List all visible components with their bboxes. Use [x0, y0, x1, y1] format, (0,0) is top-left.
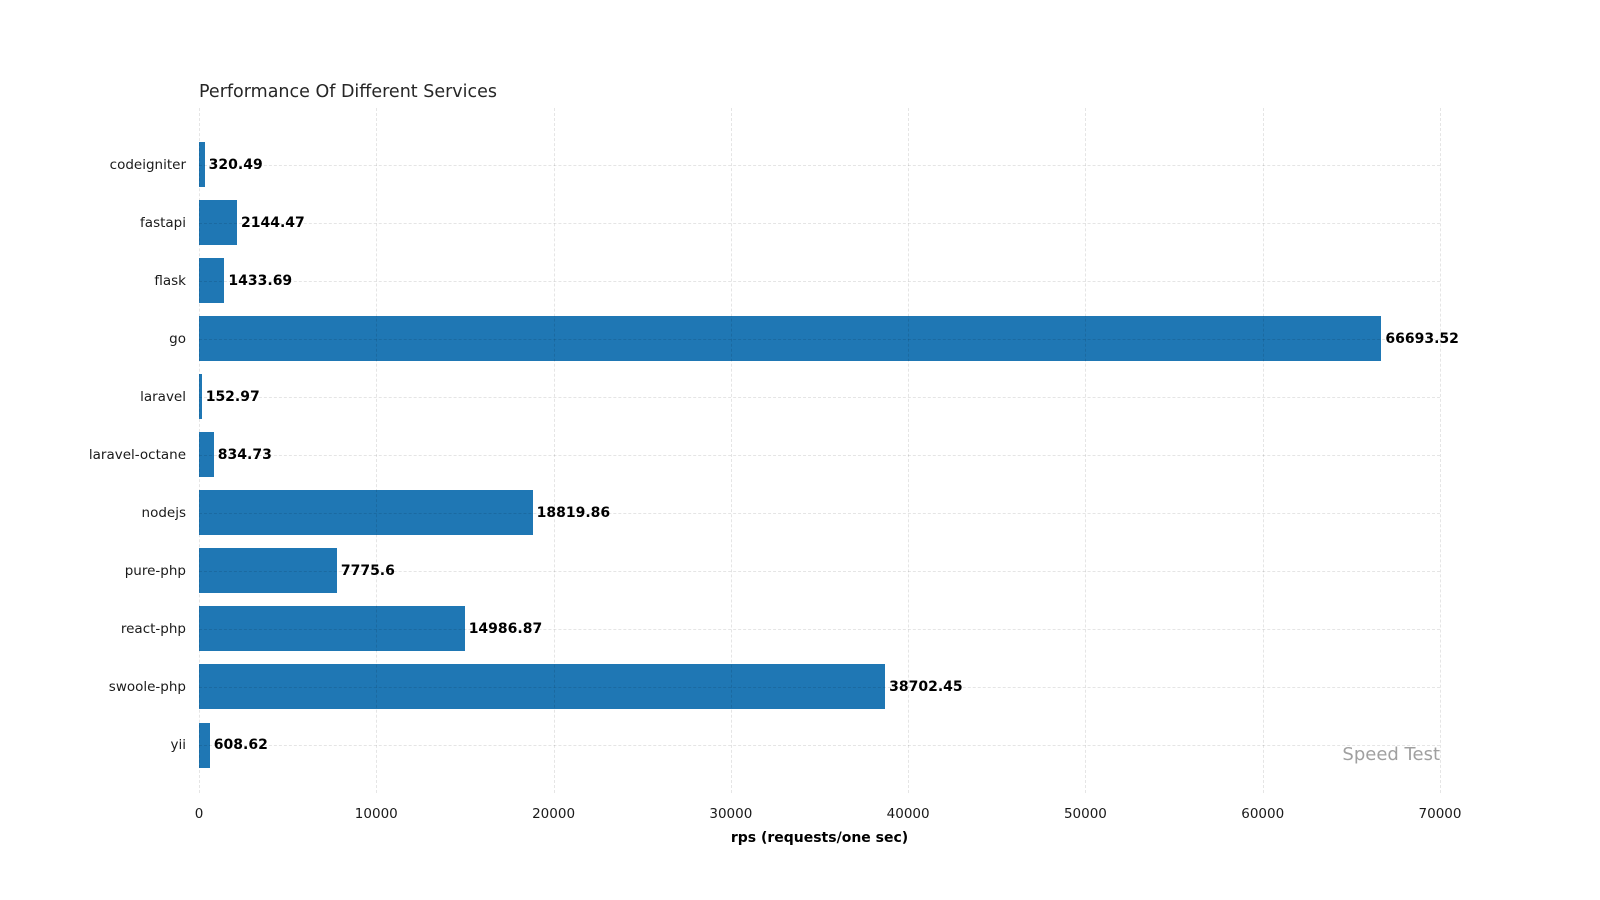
value-label-nodejs: 18819.86	[536, 504, 611, 521]
bar-codeigniter	[199, 142, 205, 187]
y-label-swoole-php: swoole-php	[108, 678, 186, 695]
bar-swoole-php	[199, 664, 886, 710]
gridline-h-go	[199, 338, 1440, 340]
gridline-h-nodejs	[199, 512, 1440, 514]
gridline-h-pure-php	[199, 570, 1440, 572]
bar-nodejs	[199, 490, 533, 536]
gridline-v-30000	[730, 108, 732, 793]
gridline-v-60000	[1262, 108, 1264, 793]
value-label-flask: 1433.69	[228, 272, 293, 289]
chart-title: Performance Of Different Services	[199, 82, 498, 102]
y-label-laravel: laravel	[140, 388, 186, 405]
value-label-react-php: 14986.87	[468, 620, 543, 637]
x-tick-40000: 40000	[886, 806, 930, 822]
y-label-codeigniter: codeigniter	[109, 156, 186, 173]
bar-react-php	[199, 606, 465, 652]
y-label-yii: yii	[170, 737, 187, 753]
plot-area: 320.49 2144.47 1433.69 66693.52 152.97 834.73…	[199, 108, 1459, 793]
value-label-yii: 608.62	[213, 737, 268, 753]
y-label-react-php: react-php	[120, 620, 186, 637]
gridline-v-0	[199, 108, 200, 793]
value-label-go: 66693.52	[1385, 330, 1459, 347]
gridline-h-laravel	[199, 396, 1440, 398]
value-label-pure-php: 7775.6	[340, 562, 395, 579]
gridline-v-10000	[376, 108, 378, 793]
x-tick-30000: 30000	[709, 806, 753, 822]
bar-pure-php	[199, 548, 337, 594]
x-tick-0: 0	[194, 806, 204, 822]
x-tick-10000: 10000	[354, 806, 398, 822]
value-label-fastapi: 2144.47	[241, 214, 305, 231]
y-label-go: go	[169, 330, 186, 347]
y-label-flask: flask	[154, 272, 186, 289]
gridline-v-50000	[1085, 108, 1087, 793]
x-tick-50000: 50000	[1063, 806, 1107, 822]
y-label-laravel-octane: laravel-octane	[88, 446, 186, 463]
value-label-codeigniter: 320.49	[208, 156, 263, 173]
bar-flask	[199, 258, 225, 304]
bar-laravel	[199, 374, 202, 420]
x-tick-60000: 60000	[1241, 806, 1285, 822]
y-label-pure-php: pure-php	[124, 562, 186, 579]
x-tick-20000: 20000	[532, 806, 576, 822]
gridline-h-codeigniter	[199, 164, 1440, 166]
gridline-h-yii	[199, 745, 1440, 746]
gridline-h-react-php	[199, 628, 1440, 630]
watermark-text: Speed Test	[1342, 744, 1440, 765]
x-tick-70000: 70000	[1418, 806, 1462, 822]
gridline-v-20000	[553, 108, 555, 793]
y-label-fastapi: fastapi	[140, 214, 186, 231]
x-axis-tick-labels: 0 10000 20000 30000 40000 50000 60000 70000	[195, 806, 1462, 824]
y-label-nodejs: nodejs	[141, 504, 186, 521]
gridline-v-70000	[1440, 108, 1441, 793]
bar-yii	[199, 722, 210, 768]
bar-laravel-octane	[199, 432, 214, 478]
gridline-h-flask	[199, 280, 1440, 282]
x-axis-title: rps (requests/one sec)	[730, 830, 909, 846]
y-axis-labels: codeigniter fastapi flask go laravel laravel-…	[0, 108, 186, 793]
gridline-h-fastapi	[199, 222, 1440, 224]
value-label-swoole-php: 38702.45	[889, 678, 963, 695]
gridline-h-laravel-octane	[199, 454, 1440, 456]
bar-go	[199, 316, 1382, 362]
value-label-laravel-octane: 834.73	[217, 446, 272, 463]
gridline-h-swoole-php	[199, 686, 1440, 688]
gridline-v-40000	[908, 108, 910, 793]
value-label-laravel: 152.97	[205, 388, 260, 405]
bar-fastapi	[199, 200, 238, 245]
